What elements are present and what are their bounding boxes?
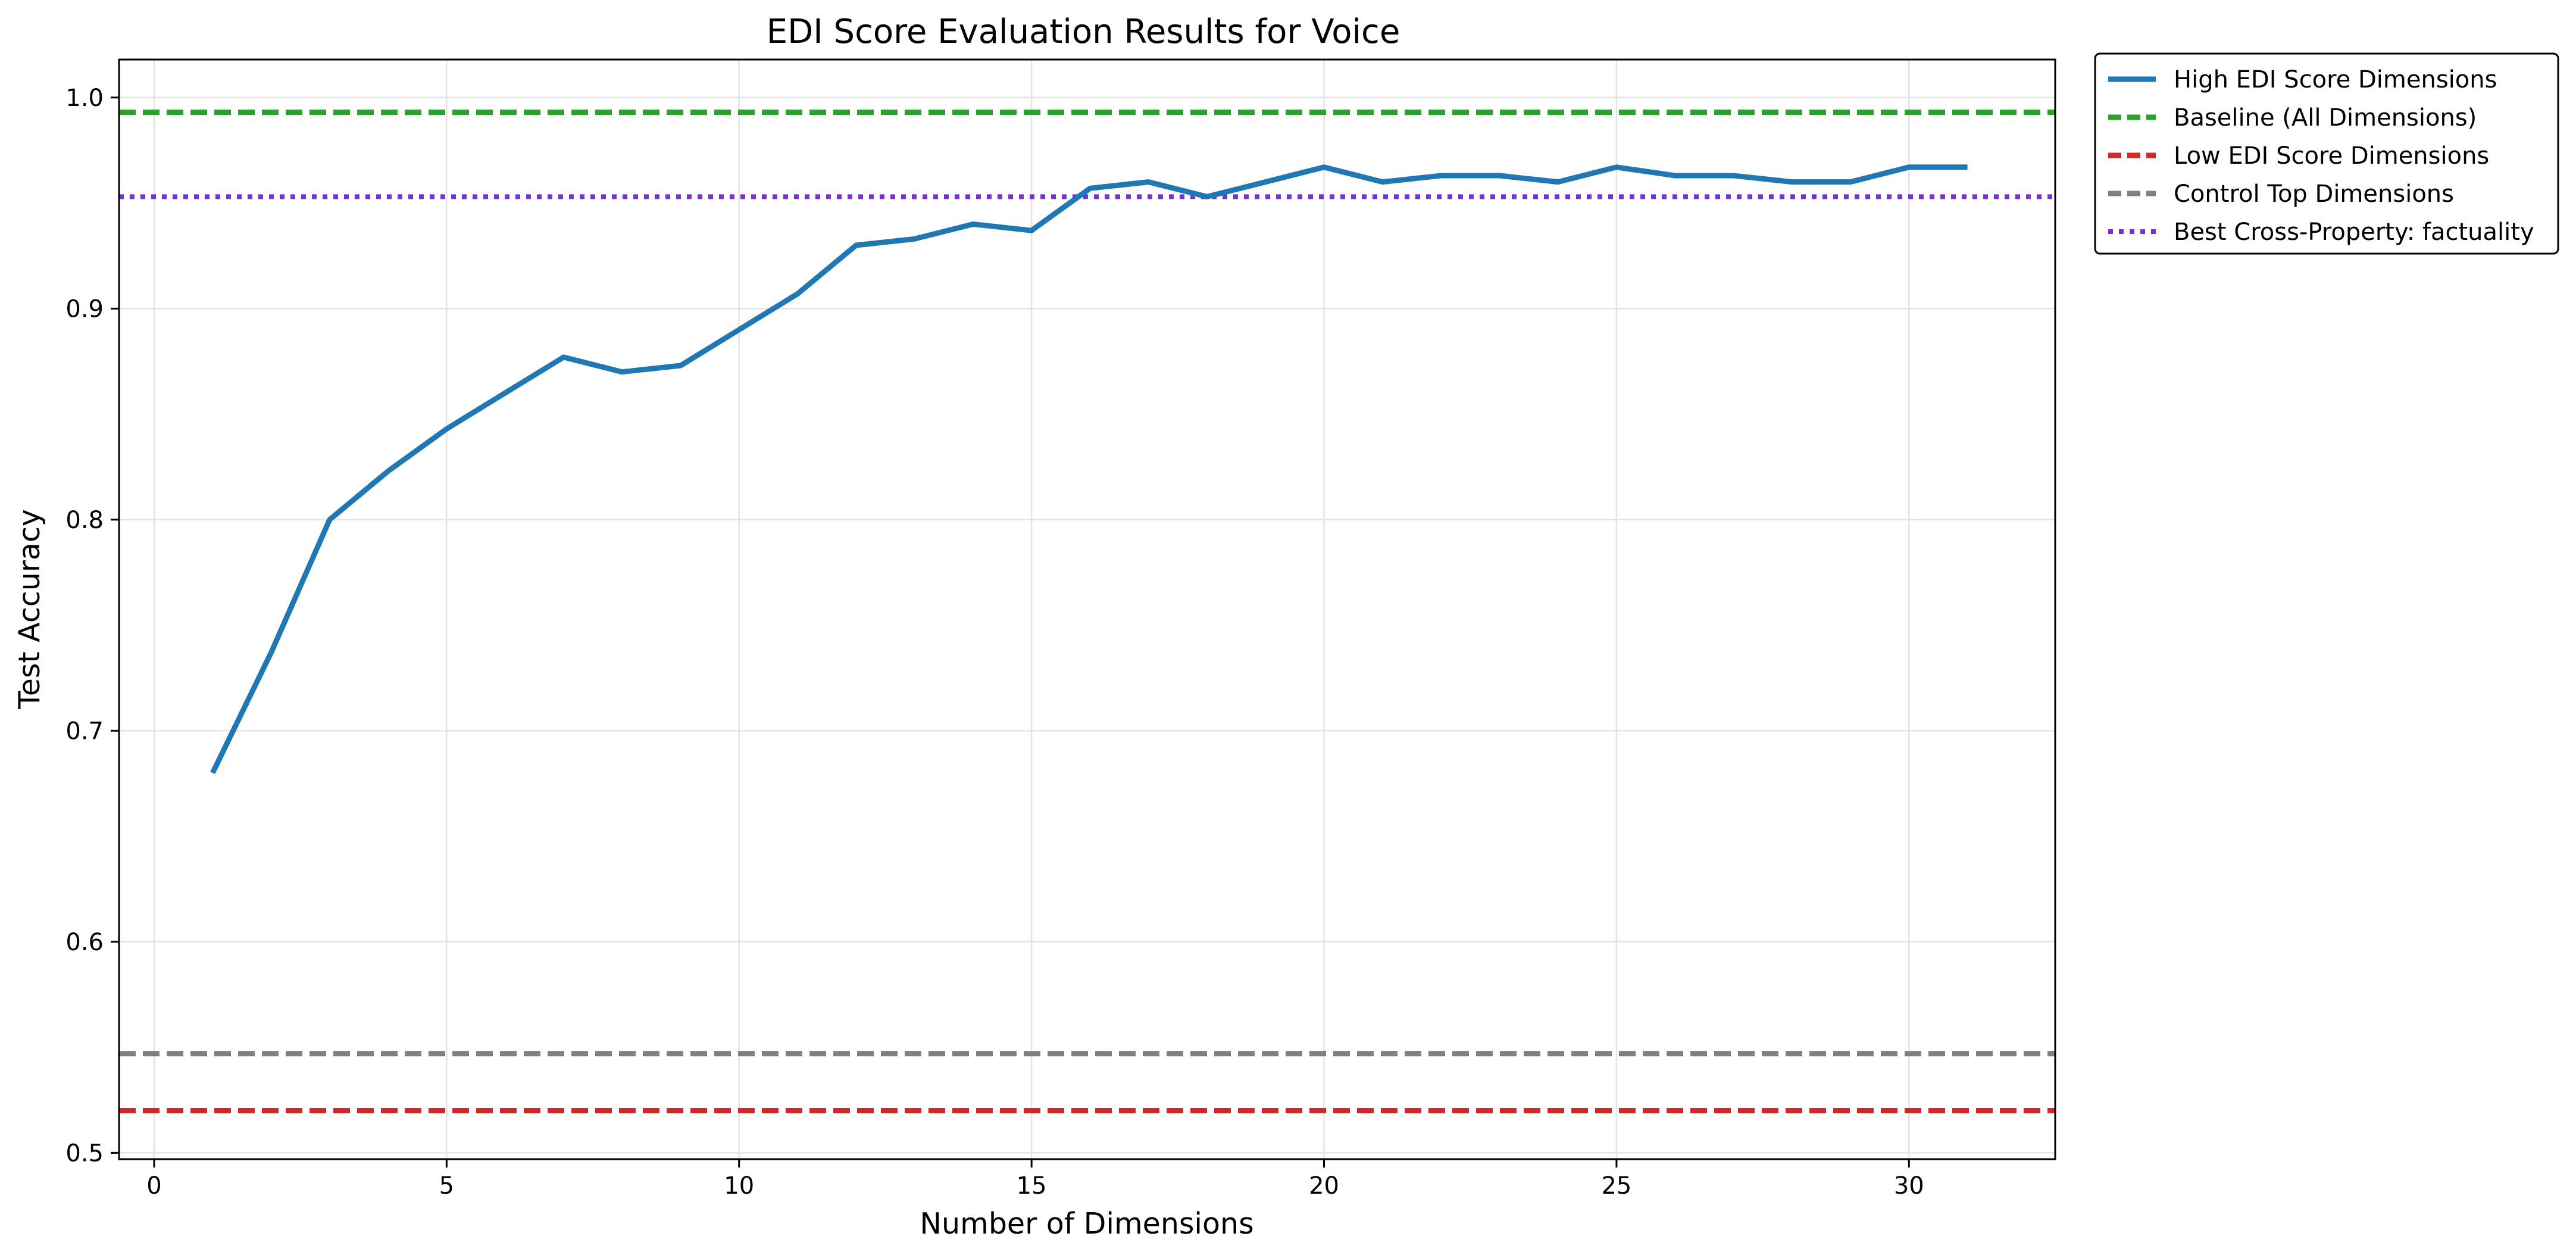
y-gridlines <box>119 96 2055 1154</box>
x-tick-label: 5 <box>439 1172 454 1200</box>
data-point <box>1206 196 1207 197</box>
legend-label: Baseline (All Dimensions) <box>2174 104 2477 132</box>
chart-title: EDI Score Evaluation Results for Voice <box>767 13 1400 51</box>
x-gridlines <box>153 60 1910 1159</box>
legend-frame <box>2094 52 2559 255</box>
reference-lines <box>119 110 2055 1113</box>
x-tick-label: 30 <box>1894 1172 1924 1200</box>
plot-background <box>119 60 2055 1159</box>
y-tick-label: 0.9 <box>65 295 104 323</box>
legend-label: High EDI Score Dimensions <box>2174 66 2497 93</box>
data-point <box>329 519 330 520</box>
data-point <box>1733 175 1734 176</box>
data-point <box>1031 230 1032 231</box>
x-axis-ticks: 0 5 10 15 20 25 30 <box>146 1159 1924 1200</box>
data-point <box>388 471 389 472</box>
x-tick-label: 15 <box>1017 1172 1047 1200</box>
legend-label: Low EDI Score Dimensions <box>2174 142 2489 170</box>
y-tick-label: 0.6 <box>65 929 104 956</box>
series-lines <box>210 164 1968 775</box>
y-tick-label: 0.5 <box>65 1140 104 1167</box>
series-line-high-edi-score-dimensions <box>210 164 1968 775</box>
x-tick-label: 10 <box>724 1172 754 1200</box>
plot-frame <box>118 58 2056 1160</box>
x-tick-label: 20 <box>1309 1172 1339 1200</box>
x-axis-label: Number of Dimensions <box>920 1207 1253 1241</box>
data-point <box>1499 175 1500 176</box>
legend-label: Best Cross-Property: factuality <box>2174 218 2534 246</box>
y-axis-label: Test Accuracy <box>12 509 46 710</box>
x-tick-label: 0 <box>146 1172 161 1200</box>
y-axis-ticks: 0.5 0.6 0.7 0.8 0.9 1.0 <box>65 85 119 1167</box>
legend: High EDI Score Dimensions Baseline (All D… <box>2094 52 2559 255</box>
y-tick-label: 0.8 <box>65 507 104 534</box>
y-tick-label: 0.7 <box>65 717 104 745</box>
legend-label: Control Top Dimensions <box>2174 180 2454 208</box>
data-point <box>1441 175 1442 176</box>
plot-area <box>118 58 2056 1160</box>
legend-entries: High EDI Score Dimensions Baseline (All D… <box>2108 66 2534 246</box>
x-tick-label: 25 <box>1601 1172 1631 1200</box>
y-tick-label: 1.0 <box>65 85 104 112</box>
